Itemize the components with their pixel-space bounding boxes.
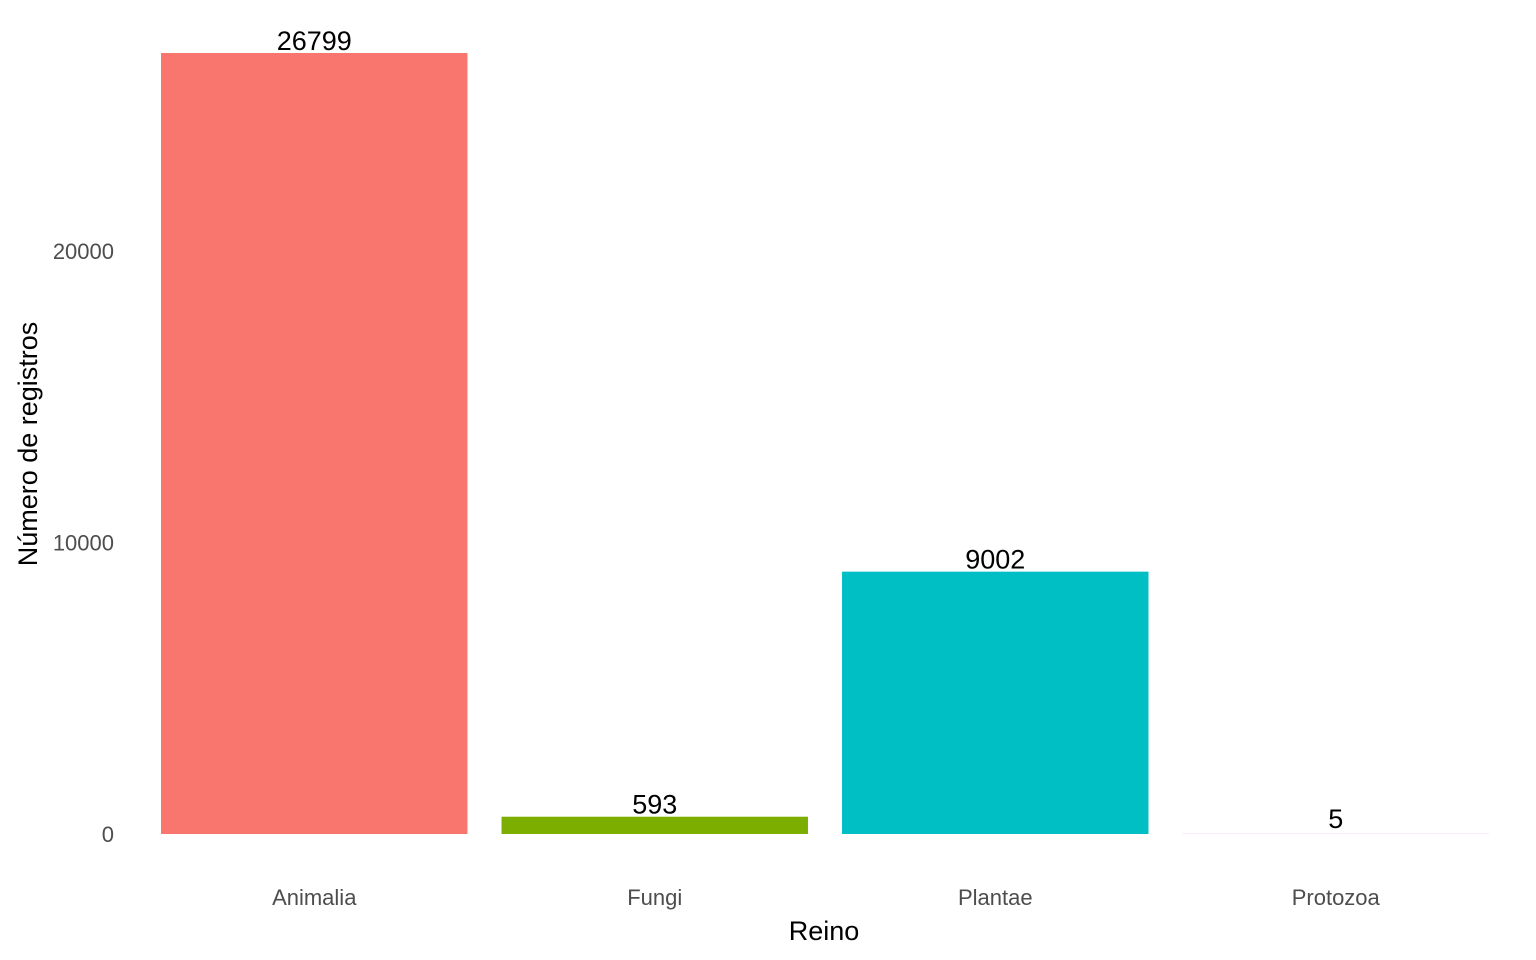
x-tick-label-plantae: Plantae — [958, 885, 1033, 910]
x-axis-ticks: Animalia Fungi Plantae Protozoa — [272, 885, 1380, 910]
y-tick-label: 20000 — [53, 239, 114, 264]
y-axis-ticks: 0 10000 20000 — [53, 239, 114, 847]
bar-animalia — [161, 53, 468, 834]
x-tick-label-animalia: Animalia — [272, 885, 357, 910]
x-tick-label-fungi: Fungi — [627, 885, 682, 910]
bar-fungi — [501, 816, 808, 834]
y-tick-label: 0 — [102, 822, 114, 847]
bar-value-label-protozoa: 5 — [1328, 804, 1343, 834]
bar-value-labels: 26799 593 9002 5 — [277, 26, 1344, 834]
y-axis-title: Número de registros — [13, 322, 43, 567]
bar-value-label-fungi: 593 — [632, 790, 677, 820]
bar-plantae — [842, 571, 1149, 834]
bars — [161, 53, 1489, 834]
y-tick-label: 10000 — [53, 531, 114, 556]
x-tick-label-protozoa: Protozoa — [1292, 885, 1381, 910]
bar-value-label-animalia: 26799 — [277, 26, 352, 56]
bar-value-label-plantae: 9002 — [965, 545, 1025, 575]
x-axis-title: Reino — [789, 916, 860, 946]
